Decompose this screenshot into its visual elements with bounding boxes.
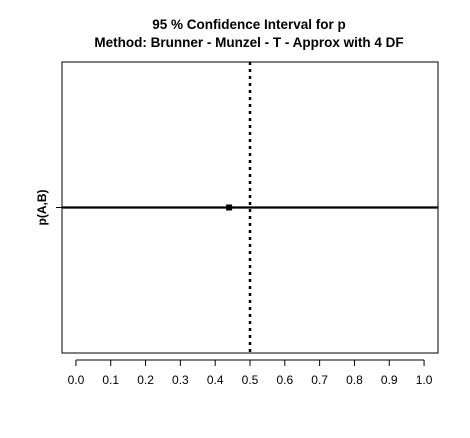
x-tick-label: 0.7 bbox=[311, 373, 328, 387]
x-tick-label: 0.4 bbox=[207, 373, 224, 387]
x-tick-label: 0.1 bbox=[102, 373, 119, 387]
x-tick-label: 0.3 bbox=[172, 373, 189, 387]
x-tick-label: 1.0 bbox=[416, 373, 433, 387]
x-tick-label: 0.6 bbox=[276, 373, 293, 387]
x-axis: 0.0 0.1 0.2 0.3 0.4 0.5 0.6 0.7 0.8 0.9 1.0 bbox=[68, 359, 433, 387]
point-estimate-marker bbox=[226, 204, 233, 211]
chart-subtitle: Method: Brunner - Munzel - T - Approx wi… bbox=[94, 35, 403, 50]
x-tick-label: 0.5 bbox=[242, 373, 259, 387]
chart-title: 95 % Confidence Interval for p bbox=[152, 17, 346, 32]
confidence-interval-group bbox=[62, 204, 438, 211]
y-axis-label: p(A,B) bbox=[35, 190, 49, 226]
x-tick-label: 0.9 bbox=[381, 373, 398, 387]
x-tick-label: 0.0 bbox=[68, 373, 85, 387]
x-tick-label: 0.2 bbox=[137, 373, 154, 387]
x-tick-label: 0.8 bbox=[346, 373, 363, 387]
